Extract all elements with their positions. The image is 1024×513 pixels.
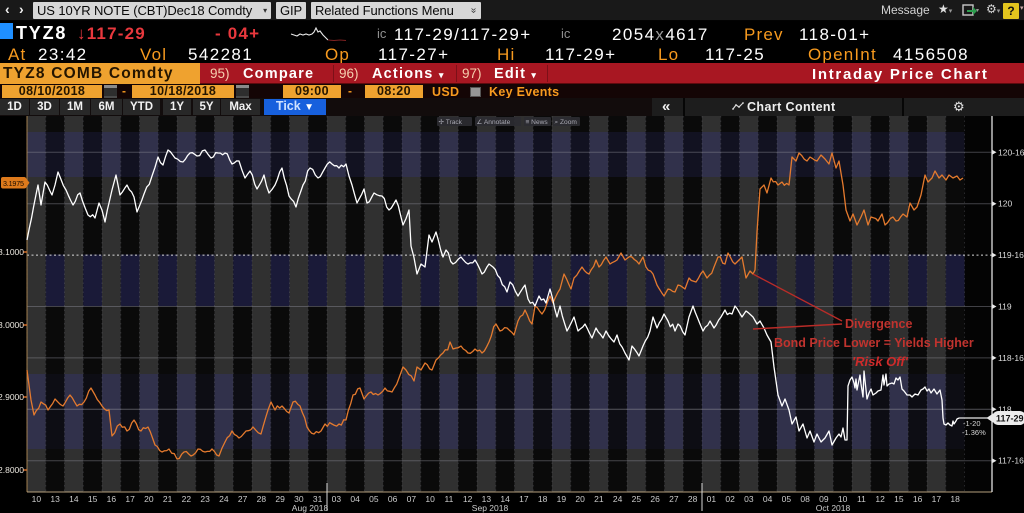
svg-text:16: 16 xyxy=(107,494,117,504)
svg-text:Sep 2018: Sep 2018 xyxy=(472,503,509,513)
svg-text:27: 27 xyxy=(669,494,679,504)
svg-text:06: 06 xyxy=(388,494,398,504)
svg-text:Aug 2018: Aug 2018 xyxy=(292,503,329,513)
svg-text:-1-20: -1-20 xyxy=(963,419,981,428)
svg-text:120: 120 xyxy=(998,199,1012,209)
svg-text:⌕ Zoom: ⌕ Zoom xyxy=(555,119,578,126)
svg-text:13: 13 xyxy=(50,494,60,504)
svg-text:3.1975: 3.1975 xyxy=(3,179,24,188)
svg-text:Bond Price Lower = Yields High: Bond Price Lower = Yields Higher xyxy=(774,336,974,350)
svg-text:31: 31 xyxy=(313,494,323,504)
svg-text:✢ Track: ✢ Track xyxy=(439,118,463,126)
svg-text:15: 15 xyxy=(88,494,98,504)
svg-text:119: 119 xyxy=(998,302,1012,312)
svg-text:16: 16 xyxy=(913,494,923,504)
svg-text:28: 28 xyxy=(257,494,267,504)
svg-text:11: 11 xyxy=(444,494,453,504)
svg-text:30: 30 xyxy=(294,494,304,504)
svg-text:10: 10 xyxy=(425,494,435,504)
svg-text:12: 12 xyxy=(875,494,885,504)
svg-text:18: 18 xyxy=(538,494,548,504)
svg-text:05: 05 xyxy=(369,494,379,504)
svg-text:20: 20 xyxy=(575,494,585,504)
svg-text:23: 23 xyxy=(200,494,210,504)
svg-text:24: 24 xyxy=(613,494,623,504)
svg-text:20: 20 xyxy=(144,494,154,504)
svg-text:2.9000: 2.9000 xyxy=(0,392,24,402)
svg-text:Divergence: Divergence xyxy=(845,317,912,331)
svg-text:24: 24 xyxy=(219,494,229,504)
svg-text:26: 26 xyxy=(650,494,660,504)
svg-text:117-16: 117-16 xyxy=(998,456,1024,466)
svg-text:13: 13 xyxy=(482,494,492,504)
svg-text:14: 14 xyxy=(500,494,510,504)
svg-text:17: 17 xyxy=(932,494,942,504)
svg-text:119-16: 119-16 xyxy=(998,250,1024,260)
svg-text:04: 04 xyxy=(350,494,360,504)
svg-text:08: 08 xyxy=(800,494,810,504)
svg-text:Oct 2018: Oct 2018 xyxy=(816,503,851,513)
svg-text:∠ Annotate: ∠ Annotate xyxy=(477,118,511,126)
svg-text:120-16: 120-16 xyxy=(998,147,1024,157)
svg-text:▾: ▾ xyxy=(976,8,979,14)
svg-text:27: 27 xyxy=(238,494,248,504)
svg-text:11: 11 xyxy=(857,494,866,504)
svg-text:19: 19 xyxy=(557,494,567,504)
svg-text:118-16: 118-16 xyxy=(998,353,1024,363)
svg-text:18: 18 xyxy=(950,494,960,504)
svg-text:2.8000: 2.8000 xyxy=(0,465,24,475)
svg-text:28: 28 xyxy=(688,494,698,504)
svg-text:05: 05 xyxy=(782,494,792,504)
svg-text:10: 10 xyxy=(32,494,42,504)
svg-text:14: 14 xyxy=(69,494,79,504)
svg-text:04: 04 xyxy=(763,494,773,504)
svg-text:15: 15 xyxy=(894,494,904,504)
svg-text:10: 10 xyxy=(838,494,848,504)
svg-text:29: 29 xyxy=(275,494,285,504)
svg-text:22: 22 xyxy=(182,494,192,504)
svg-text:01: 01 xyxy=(707,494,717,504)
svg-text:03: 03 xyxy=(744,494,754,504)
svg-text:21: 21 xyxy=(163,494,173,504)
svg-text:09: 09 xyxy=(819,494,829,504)
svg-text:3.1000: 3.1000 xyxy=(0,247,24,257)
svg-text:17: 17 xyxy=(519,494,529,504)
svg-text:≡ News: ≡ News xyxy=(526,119,549,126)
svg-text:07: 07 xyxy=(407,494,417,504)
svg-text:-1.36%: -1.36% xyxy=(962,428,986,437)
svg-text:17: 17 xyxy=(125,494,135,504)
svg-text:03: 03 xyxy=(332,494,342,504)
svg-text:25: 25 xyxy=(632,494,642,504)
svg-text:21: 21 xyxy=(594,494,604,504)
svg-text:117-29: 117-29 xyxy=(996,414,1024,424)
svg-text:118: 118 xyxy=(998,404,1012,414)
svg-text:02: 02 xyxy=(725,494,735,504)
svg-text:3.0000: 3.0000 xyxy=(0,320,24,330)
svg-text:'Risk Off': 'Risk Off' xyxy=(852,354,909,369)
svg-text:12: 12 xyxy=(463,494,473,504)
